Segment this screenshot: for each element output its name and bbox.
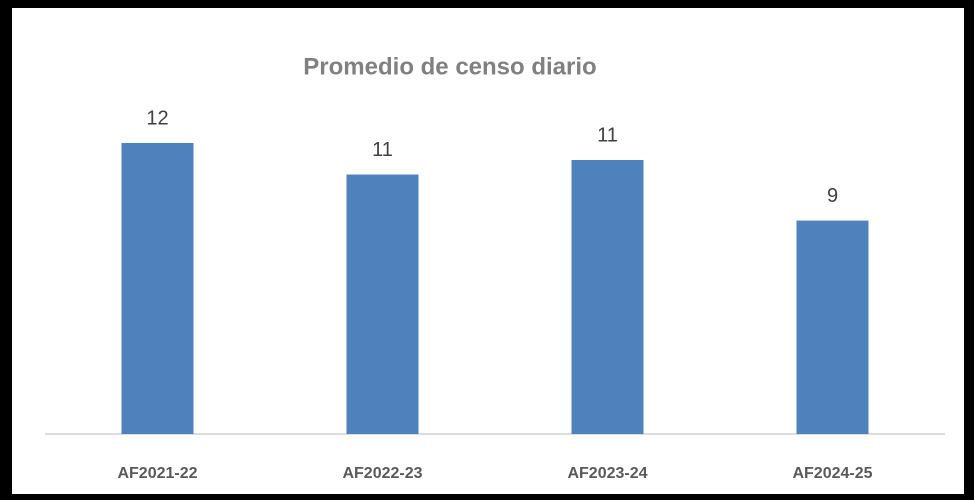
x-tick-label: AF2022-23 <box>342 465 422 482</box>
data-label: 12 <box>146 107 168 129</box>
chart-title: Promedio de censo diario <box>303 53 596 80</box>
bar <box>346 174 419 434</box>
bar <box>571 159 644 434</box>
data-label: 9 <box>827 185 838 207</box>
data-label: 11 <box>372 139 393 161</box>
bar <box>121 143 194 434</box>
x-tick-label: AF2021-22 <box>117 465 197 482</box>
x-tick-label: AF2023-24 <box>567 465 647 482</box>
bar <box>796 220 869 434</box>
data-label: 11 <box>597 124 618 146</box>
x-tick-label: AF2024-25 <box>792 465 872 482</box>
